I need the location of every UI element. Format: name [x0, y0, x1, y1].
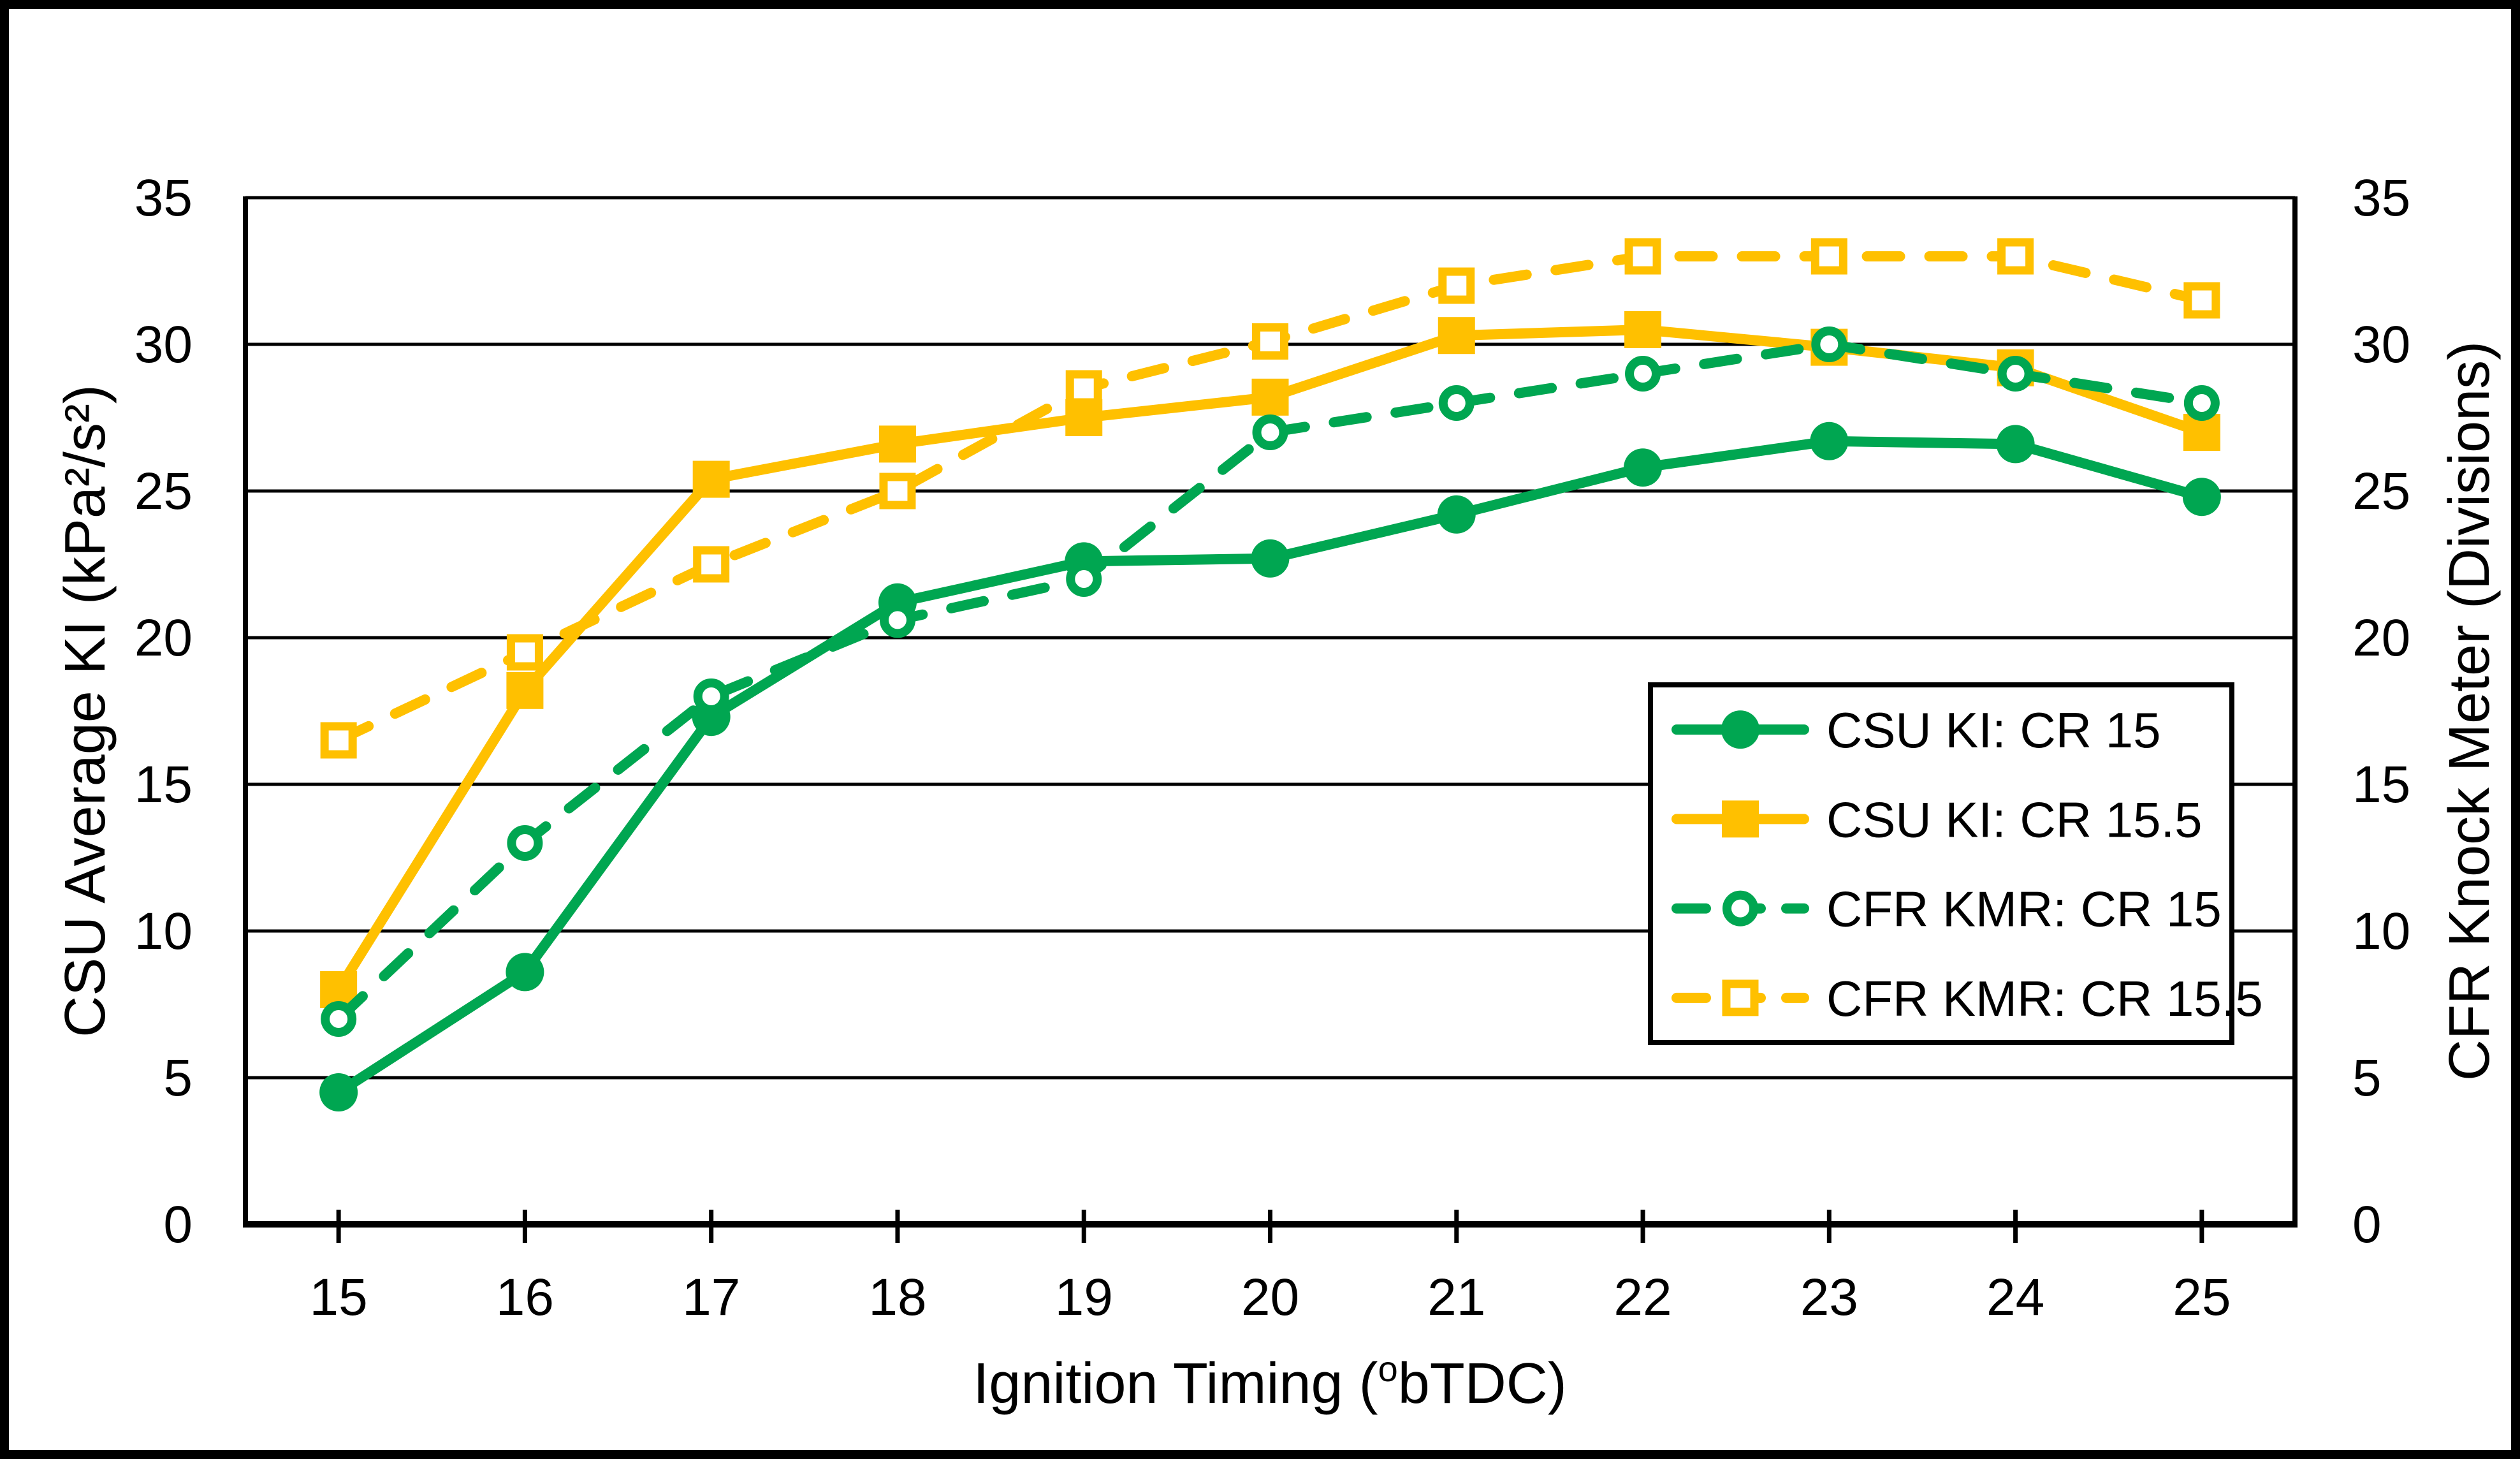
data-point-marker [1722, 800, 1759, 838]
x-axis-title-superscript: o [1378, 1349, 1398, 1389]
data-point-marker [2182, 478, 2221, 517]
data-point-marker [506, 671, 544, 709]
data-point-marker [692, 460, 730, 498]
data-point-marker [321, 1001, 357, 1037]
data-point-marker [1722, 890, 1758, 927]
data-point-marker [1065, 370, 1102, 407]
y-right-tick-label: 15 [2352, 756, 2410, 814]
y-right-axis-title: CFR Knock Meter (Divisions) [2438, 341, 2502, 1081]
y-left-tick-label: 10 [135, 902, 193, 960]
tick-labels-group: 15 16 17 18 19 20 21 22 23 24 25 0 5 10 15 20 25 30 35 0 5 10… [135, 169, 2410, 1326]
x-tick-label: 21 [1427, 1268, 1485, 1326]
data-point-marker [879, 473, 916, 510]
legend-label: CSU KI: CR 15.5 [1826, 791, 2203, 847]
legend-label: CFR KMR: CR 15 [1826, 881, 2222, 937]
x-tick-label: 24 [1986, 1268, 2044, 1326]
data-point-marker [319, 1073, 358, 1111]
legend-item: CSU KI: CR 15 [1672, 702, 2160, 758]
data-point-marker [1252, 323, 1288, 360]
data-point-marker [1624, 238, 1661, 275]
data-point-marker [693, 546, 730, 583]
series-cfr-kmr-cr-15 [321, 326, 2220, 1037]
data-point-marker [2183, 282, 2220, 319]
data-point-marker [1811, 326, 1847, 362]
legend-item: CFR KMR: CR 15.5 [1672, 971, 2263, 1027]
legend-item: CSU KI: CR 15.5 [1672, 791, 2203, 847]
y-right-tick-label: 0 [2352, 1196, 2382, 1254]
y-left-axis-title: CSU Average KI (kPa²/s²) [54, 385, 117, 1037]
y-right-tick-label: 35 [2352, 169, 2410, 227]
x-tick-label: 23 [1800, 1268, 1858, 1326]
data-point-marker [2183, 385, 2220, 421]
x-ticks-group [336, 1210, 2204, 1243]
data-point-marker [320, 722, 357, 759]
x-tick-label: 22 [1613, 1268, 1672, 1326]
data-point-marker [1624, 311, 1662, 348]
data-point-marker [1996, 425, 2035, 464]
x-tick-label: 18 [868, 1268, 926, 1326]
data-point-marker [1997, 238, 2034, 275]
y-right-tick-label: 20 [2352, 609, 2410, 667]
data-point-marker [1251, 539, 1290, 578]
x-tick-label: 20 [1241, 1268, 1299, 1326]
y-right-tick-label: 5 [2352, 1049, 2382, 1107]
data-point-marker [1438, 317, 1475, 355]
data-point-marker [1810, 422, 1849, 460]
data-point-marker [879, 602, 915, 638]
data-point-marker [506, 634, 543, 671]
data-point-marker [1722, 979, 1759, 1016]
data-point-marker [506, 953, 544, 992]
data-point-marker [1252, 414, 1288, 450]
x-axis-title-text: bTDC) [1398, 1352, 1567, 1416]
y-right-tick-label: 10 [2352, 902, 2410, 960]
x-axis-title: Ignition Timing (obTDC) [973, 1349, 1566, 1416]
legend-item: CFR KMR: CR 15 [1672, 881, 2222, 937]
legend-label: CSU KI: CR 15 [1826, 702, 2160, 758]
data-point-marker [1625, 356, 1661, 392]
legend-group: CSU KI: CR 15 CSU KI: CR 15.5 CFR KMR: CR … [1648, 682, 2263, 1045]
data-point-marker [1438, 267, 1475, 304]
y-right-tick-label: 25 [2352, 462, 2410, 520]
data-point-marker [1437, 495, 1476, 534]
series-group [319, 238, 2221, 1111]
x-tick-label: 15 [310, 1268, 368, 1326]
data-point-marker [878, 425, 916, 463]
data-point-marker [1066, 561, 1102, 597]
y-left-tick-label: 5 [163, 1049, 193, 1107]
data-point-marker [1624, 448, 1663, 487]
x-tick-label: 16 [496, 1268, 554, 1326]
series-cfr-kmr-cr-15.5 [320, 238, 2220, 759]
legend-label: CFR KMR: CR 15.5 [1826, 971, 2263, 1027]
data-point-marker [1438, 385, 1475, 421]
y-right-tick-label: 30 [2352, 316, 2410, 374]
x-tick-label: 19 [1055, 1268, 1113, 1326]
y-left-tick-label: 15 [135, 756, 193, 814]
data-point-marker [1997, 356, 2034, 392]
y-left-tick-label: 0 [163, 1196, 193, 1254]
data-point-marker [1251, 378, 1289, 416]
x-tick-label: 17 [682, 1268, 740, 1326]
y-left-tick-label: 35 [135, 169, 193, 227]
data-point-marker [1810, 238, 1847, 275]
x-tick-label: 25 [2173, 1268, 2231, 1326]
data-point-marker [693, 678, 729, 714]
y-left-tick-label: 25 [135, 462, 193, 520]
data-point-marker [507, 825, 543, 861]
y-left-tick-label: 20 [135, 609, 193, 667]
x-axis-title-text: Ignition Timing ( [973, 1352, 1378, 1416]
y-left-tick-label: 30 [135, 316, 193, 374]
data-point-marker [1721, 710, 1759, 749]
